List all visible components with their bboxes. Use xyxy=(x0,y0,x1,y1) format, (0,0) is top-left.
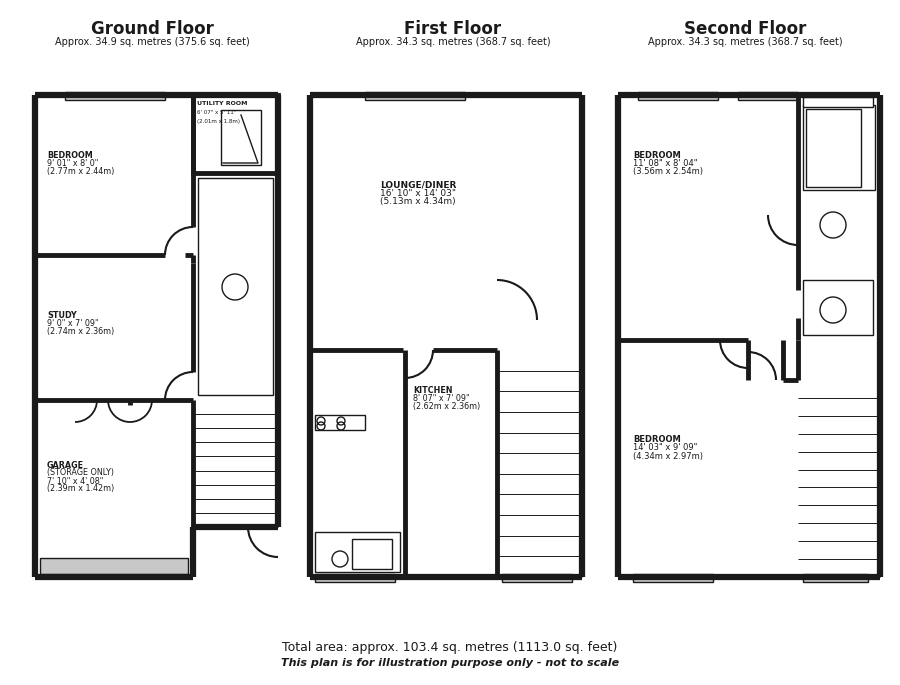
Text: Approx. 34.9 sq. metres (375.6 sq. feet): Approx. 34.9 sq. metres (375.6 sq. feet) xyxy=(55,37,249,47)
Bar xyxy=(198,178,273,395)
Text: BEDROOM: BEDROOM xyxy=(47,151,93,160)
Text: Second Floor: Second Floor xyxy=(684,20,806,38)
Bar xyxy=(803,97,873,107)
Text: KITCHEN: KITCHEN xyxy=(413,386,453,395)
Bar xyxy=(803,105,875,190)
Text: Approx. 34.3 sq. metres (368.7 sq. feet): Approx. 34.3 sq. metres (368.7 sq. feet) xyxy=(356,37,550,47)
Bar xyxy=(315,532,400,572)
Text: STUDY: STUDY xyxy=(47,310,76,319)
Bar xyxy=(40,558,188,574)
Bar xyxy=(352,539,392,569)
Text: (2.39m x 1.42m): (2.39m x 1.42m) xyxy=(47,484,114,493)
Text: 14' 03" x 9' 09": 14' 03" x 9' 09" xyxy=(633,443,698,453)
Text: 8' 07" x 7' 09": 8' 07" x 7' 09" xyxy=(413,393,470,403)
Text: 9' 0" x 7' 09": 9' 0" x 7' 09" xyxy=(47,319,99,327)
Text: (2.77m x 2.44m): (2.77m x 2.44m) xyxy=(47,166,114,175)
Bar xyxy=(738,92,798,100)
Text: First Floor: First Floor xyxy=(404,20,501,38)
Bar xyxy=(315,574,395,582)
Bar xyxy=(806,109,861,187)
Text: 6' 07" x 5' 11": 6' 07" x 5' 11" xyxy=(197,110,236,114)
Text: (2.74m x 2.36m): (2.74m x 2.36m) xyxy=(47,327,114,336)
Bar xyxy=(365,92,465,100)
Text: Total area: approx. 103.4 sq. metres (1113.0 sq. feet): Total area: approx. 103.4 sq. metres (11… xyxy=(283,640,617,653)
Bar xyxy=(315,415,365,430)
Text: 7' 10" x 4' 08": 7' 10" x 4' 08" xyxy=(47,477,104,486)
Bar xyxy=(633,574,713,582)
Text: 11' 08" x 8' 04": 11' 08" x 8' 04" xyxy=(633,158,698,168)
Bar xyxy=(803,574,868,582)
Bar xyxy=(65,92,165,100)
Text: (2.62m x 2.36m): (2.62m x 2.36m) xyxy=(413,401,481,410)
Text: Ground Floor: Ground Floor xyxy=(91,20,213,38)
Bar xyxy=(193,95,278,173)
Bar xyxy=(221,110,261,165)
Text: BEDROOM: BEDROOM xyxy=(633,436,680,445)
Text: 16' 10" x 14' 03": 16' 10" x 14' 03" xyxy=(380,188,456,197)
Text: LOUNGE/DINER: LOUNGE/DINER xyxy=(380,181,456,190)
Text: Approx. 34.3 sq. metres (368.7 sq. feet): Approx. 34.3 sq. metres (368.7 sq. feet) xyxy=(648,37,842,47)
Text: (2.01m x 1.8m): (2.01m x 1.8m) xyxy=(197,119,240,123)
Text: (4.34m x 2.97m): (4.34m x 2.97m) xyxy=(633,451,703,460)
Text: (3.56m x 2.54m): (3.56m x 2.54m) xyxy=(633,166,703,175)
Text: This plan is for illustration purpose only - not to scale: This plan is for illustration purpose on… xyxy=(281,658,619,668)
Text: (STORAGE ONLY): (STORAGE ONLY) xyxy=(47,469,114,477)
Text: UTILITY ROOM: UTILITY ROOM xyxy=(197,101,248,105)
Text: (5.13m x 4.34m): (5.13m x 4.34m) xyxy=(380,197,455,205)
Text: 9' 01" x 8' 0": 9' 01" x 8' 0" xyxy=(47,158,98,168)
Bar xyxy=(638,92,718,100)
Bar xyxy=(502,574,572,582)
Text: BEDROOM: BEDROOM xyxy=(633,151,680,160)
Bar xyxy=(803,280,873,335)
Text: GARAGE: GARAGE xyxy=(47,460,84,469)
